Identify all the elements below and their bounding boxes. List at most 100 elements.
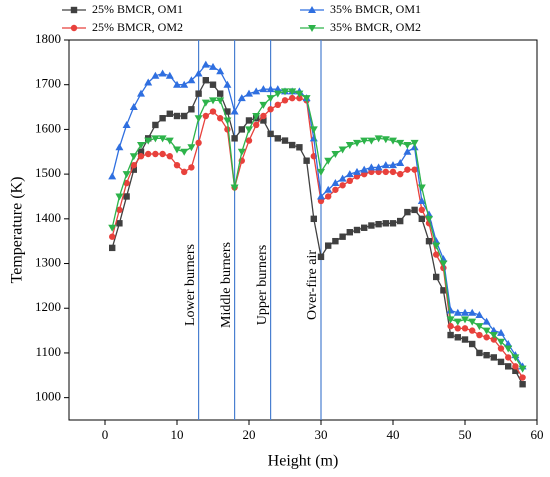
- x-tick-label: 40: [387, 427, 400, 442]
- data-point: [367, 163, 376, 171]
- data-point: [317, 168, 325, 176]
- series-line: [111, 90, 524, 369]
- data-point: [411, 166, 418, 173]
- data-point: [325, 193, 332, 200]
- data-point: [360, 165, 369, 173]
- data-point: [469, 327, 476, 334]
- data-point: [461, 316, 469, 324]
- data-point: [317, 253, 325, 261]
- data-point: [223, 80, 232, 88]
- data-point: [202, 112, 209, 120]
- x-tick-label: 30: [315, 427, 328, 442]
- data-point: [123, 193, 130, 200]
- data-point: [252, 87, 261, 95]
- x-tick-label: 10: [171, 427, 184, 442]
- data-point: [374, 163, 383, 171]
- data-point: [237, 148, 246, 156]
- data-point: [137, 89, 145, 97]
- data-point: [274, 101, 281, 109]
- data-point: [310, 215, 317, 223]
- data-point: [446, 306, 455, 314]
- data-point: [417, 196, 426, 204]
- data-point: [303, 157, 310, 164]
- data-point: [267, 106, 274, 113]
- legend-marker: [70, 6, 78, 14]
- data-point: [418, 206, 425, 214]
- data-point: [195, 139, 202, 147]
- data-point: [497, 338, 505, 346]
- data-point: [273, 85, 282, 93]
- data-point: [130, 161, 137, 169]
- data-point: [461, 336, 469, 343]
- data-point: [108, 224, 117, 232]
- data-point: [173, 112, 181, 120]
- plot-frame: [68, 39, 538, 421]
- data-point: [345, 142, 354, 150]
- data-point: [518, 365, 527, 373]
- data-point: [260, 117, 267, 124]
- data-point: [432, 237, 441, 245]
- data-point: [181, 168, 188, 176]
- data-point: [116, 220, 123, 227]
- data-point: [237, 94, 246, 102]
- data-point: [245, 126, 253, 134]
- data-point: [253, 121, 260, 129]
- data-point: [302, 95, 311, 103]
- data-point: [361, 224, 368, 231]
- data-point: [447, 322, 454, 330]
- data-point: [345, 170, 354, 178]
- legend-label: 25% BMCR, OM1: [92, 2, 183, 16]
- series-line: [111, 63, 524, 367]
- data-point: [152, 121, 159, 129]
- data-point: [461, 308, 469, 316]
- y-tick-label: 1800: [35, 31, 61, 46]
- data-point: [195, 90, 202, 97]
- data-point: [245, 137, 253, 144]
- data-point: [187, 76, 196, 84]
- data-point: [152, 150, 159, 158]
- data-point: [389, 168, 397, 176]
- y-tick-label: 1400: [35, 210, 61, 225]
- data-point: [425, 210, 433, 218]
- data-point: [397, 217, 404, 225]
- data-point: [159, 150, 166, 158]
- data-point: [188, 164, 195, 171]
- x-tick-label: 0: [102, 427, 109, 442]
- data-point: [216, 67, 225, 75]
- data-point: [353, 226, 361, 234]
- data-point: [289, 141, 296, 149]
- data-point: [202, 77, 209, 84]
- legend-label: 35% BMCR, OM2: [330, 20, 421, 34]
- data-point: [418, 215, 425, 223]
- data-point: [505, 354, 512, 361]
- data-point: [454, 334, 461, 341]
- data-point: [209, 62, 217, 70]
- data-point: [109, 233, 116, 240]
- data-point: [158, 135, 167, 143]
- data-point: [217, 115, 224, 122]
- legend-label: 35% BMCR, OM1: [330, 2, 421, 16]
- data-point: [446, 316, 455, 324]
- data-point: [447, 331, 454, 339]
- data-point: [129, 103, 138, 111]
- data-point: [201, 60, 210, 68]
- data-point: [519, 381, 526, 388]
- data-point: [389, 137, 397, 145]
- data-point: [165, 137, 174, 145]
- data-point: [173, 161, 181, 169]
- y-tick-label: 1300: [35, 255, 61, 270]
- data-point: [396, 139, 405, 147]
- data-point: [403, 142, 412, 150]
- data-point: [482, 317, 491, 325]
- data-point: [309, 126, 318, 134]
- data-point: [209, 97, 217, 105]
- data-point: [389, 220, 397, 227]
- data-point: [433, 273, 440, 281]
- data-point: [201, 99, 210, 107]
- data-point: [180, 80, 189, 88]
- data-point: [281, 88, 289, 96]
- data-point: [223, 117, 232, 125]
- data-point: [144, 78, 153, 86]
- annotation-label: Upper burners: [255, 245, 270, 325]
- data-point: [165, 71, 174, 79]
